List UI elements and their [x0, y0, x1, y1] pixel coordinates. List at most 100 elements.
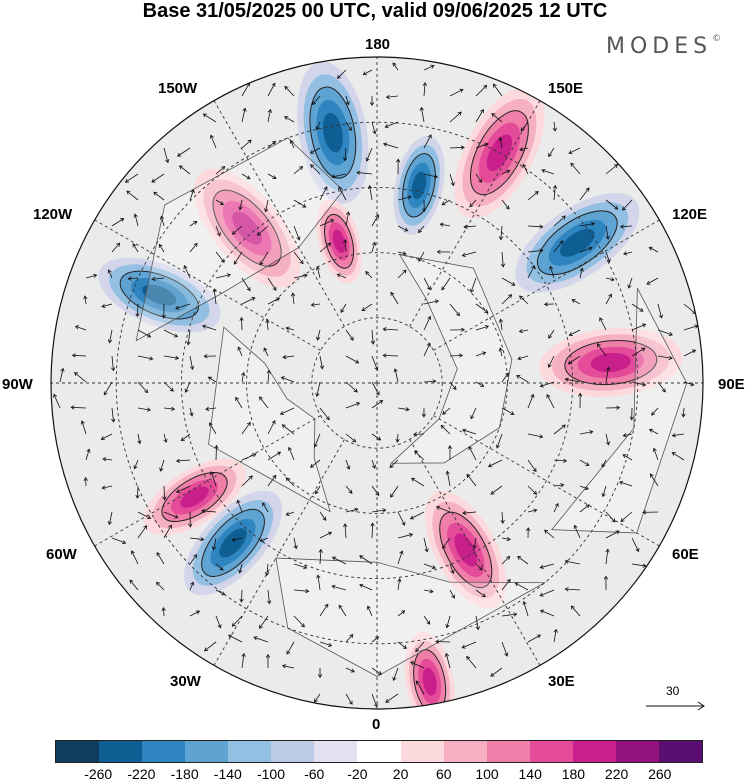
- wind-arrow: [579, 247, 593, 253]
- wind-arrow: [319, 219, 334, 227]
- wind-arrow: [423, 82, 426, 97]
- wind-arrow-head: [426, 620, 431, 625]
- wind-arrow-head: [267, 108, 273, 114]
- wind-arrow-head: [622, 206, 627, 211]
- wind-arrow-head: [137, 440, 142, 445]
- wind-arrow-head: [231, 622, 236, 627]
- wind-arrow-head: [635, 547, 640, 553]
- wind-arrow: [499, 348, 503, 357]
- wind-arrow-head: [267, 600, 272, 605]
- wind-arrow: [189, 537, 204, 540]
- wind-arrow: [501, 641, 508, 657]
- wind-arrow-head: [336, 74, 341, 79]
- wind-arrow: [649, 247, 659, 253]
- wind-arrow: [310, 459, 321, 468]
- wind-arrow-head: [135, 494, 140, 499]
- wind-arrow-head: [382, 353, 387, 358]
- wind-arrow: [579, 187, 590, 201]
- wind-arrow: [281, 376, 295, 383]
- wind-arrow: [315, 485, 321, 494]
- wind-arrow-head: [71, 353, 76, 358]
- wind-arrow-head: [289, 139, 294, 144]
- colorbar-swatch: [357, 741, 401, 762]
- wind-arrow-head: [272, 286, 277, 291]
- wind-arrow: [103, 381, 113, 396]
- wind-arrow: [286, 327, 295, 331]
- wind-arrow-head: [130, 550, 135, 555]
- wind-arrow: [501, 199, 510, 210]
- wind-arrow: [263, 347, 269, 357]
- wind-arrow: [202, 325, 217, 331]
- wind-arrow-head: [379, 400, 384, 404]
- wind-arrow: [651, 407, 659, 416]
- wind-arrow-head: [671, 433, 676, 438]
- meridian-line: [409, 100, 541, 327]
- wind-arrow: [397, 269, 407, 279]
- wind-arrow-head: [382, 508, 387, 513]
- wind-arrow: [371, 214, 379, 227]
- wind-arrow-head: [658, 314, 664, 319]
- wind-arrow-head: [481, 593, 486, 598]
- wind-arrow-head: [263, 347, 268, 352]
- wind-arrow: [549, 266, 555, 279]
- wind-arrow: [490, 485, 503, 495]
- wind-arrow-head: [606, 258, 611, 263]
- wind-arrow-head: [238, 206, 243, 211]
- wind-arrow: [189, 189, 194, 201]
- wind-arrow: [449, 89, 464, 97]
- wind-arrow-head: [201, 324, 207, 329]
- wind-arrow-head: [126, 190, 131, 195]
- wind-arrow: [501, 372, 509, 383]
- wind-arrow: [361, 303, 373, 311]
- wind-arrow-head: [345, 101, 350, 106]
- wind-arrow-head: [533, 508, 538, 513]
- wind-arrow-head: [484, 309, 489, 313]
- wind-arrow-head: [546, 393, 551, 399]
- wind-arrow: [189, 554, 197, 565]
- wind-arrow: [631, 303, 644, 312]
- wind-arrow: [527, 485, 537, 495]
- wind-arrow: [137, 355, 153, 360]
- wind-arrow-head: [484, 325, 490, 330]
- wind-arrow: [160, 459, 165, 472]
- wind-arrow-head: [100, 436, 105, 441]
- wind-arrow-head: [175, 355, 180, 360]
- wind-arrow-head: [500, 263, 506, 268]
- colorbar-tick-label: -260: [84, 766, 113, 782]
- wind-arrow-head: [159, 467, 164, 472]
- wind-arrow-head: [567, 360, 572, 365]
- wind-arrow-head: [300, 623, 305, 628]
- wind-arrow: [392, 62, 399, 71]
- wind-arrow-head: [450, 182, 455, 187]
- wind-arrow: [209, 422, 217, 435]
- wind-arrow: [344, 523, 347, 539]
- wind-arrow: [371, 242, 376, 253]
- wind-arrow-head: [433, 174, 439, 179]
- lon-label-30e: 30E: [548, 673, 575, 690]
- wind-arrow: [605, 164, 618, 175]
- wind-arrow-head: [447, 444, 453, 449]
- wind-arrow: [649, 473, 659, 487]
- meridian-line: [94, 415, 321, 547]
- wind-arrow-head: [214, 444, 219, 449]
- wind-arrow-head: [248, 475, 253, 480]
- landmass-outline: [550, 288, 688, 534]
- wind-arrow: [466, 656, 477, 669]
- wind-arrow: [213, 289, 217, 305]
- wind-arrow-head: [490, 490, 495, 495]
- wind-arrow: [449, 381, 457, 390]
- wind-arrow-head: [124, 178, 129, 183]
- wind-arrow-head: [175, 305, 180, 310]
- wind-arrow: [383, 143, 399, 149]
- wind-arrow-head: [362, 71, 367, 76]
- latitude-circle: [180, 186, 574, 580]
- wind-arrow: [397, 641, 407, 649]
- wind-arrow: [501, 537, 511, 540]
- wind-arrow: [345, 381, 358, 393]
- wind-arrow-head: [419, 106, 424, 111]
- wind-arrow-head: [605, 441, 611, 446]
- wind-arrow-head: [60, 367, 65, 372]
- wind-arrow: [345, 121, 352, 131]
- wind-arrow-head: [203, 354, 208, 359]
- wind-arrow-head: [353, 388, 358, 393]
